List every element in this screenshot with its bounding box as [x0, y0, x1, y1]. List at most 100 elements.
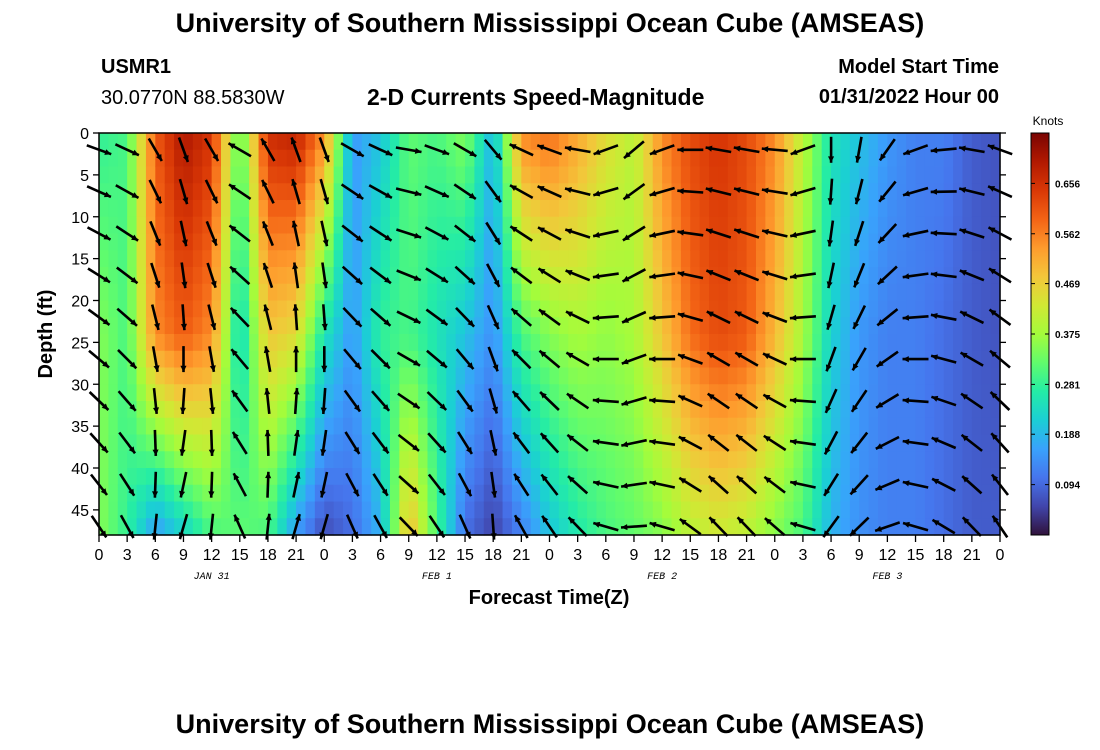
heatmap-cell	[155, 417, 166, 436]
heatmap-cell	[371, 200, 382, 218]
heatmap-cell	[615, 133, 626, 151]
heatmap-cell	[746, 484, 757, 503]
arrow-head	[495, 152, 502, 160]
heatmap-cell	[361, 384, 372, 402]
heatmap-cell	[202, 317, 213, 335]
current-arrow	[208, 471, 215, 498]
current-arrow	[826, 304, 836, 331]
arrow-head	[790, 521, 798, 528]
heatmap-cell	[680, 417, 691, 436]
heatmap-cell	[436, 133, 447, 151]
heatmap-cell	[230, 233, 241, 251]
arrow-head	[734, 228, 742, 235]
heatmap-cell	[877, 183, 888, 201]
heatmap-cell	[596, 250, 607, 268]
heatmap-cell	[652, 233, 663, 251]
heatmap-cell	[483, 401, 494, 419]
current-arrow	[902, 438, 929, 446]
heatmap-cell	[718, 501, 729, 519]
heatmap-cell	[136, 283, 147, 302]
heatmap-cell	[896, 334, 907, 352]
heatmap-cell	[840, 417, 851, 436]
current-arrow	[649, 397, 676, 404]
heatmap-cell	[455, 267, 466, 285]
current-arrow	[565, 351, 590, 367]
heatmap-cell	[887, 300, 898, 318]
heatmap-cell	[868, 334, 879, 352]
heatmap-cell	[249, 267, 260, 285]
heatmap-cell	[352, 501, 363, 519]
arrow-head	[493, 279, 500, 287]
arrow-head	[233, 473, 240, 481]
arrow-head	[705, 145, 713, 152]
heatmap-cell	[249, 367, 260, 385]
heatmap-cell	[399, 166, 410, 184]
heatmap-cell	[699, 417, 710, 436]
heatmap-cell	[906, 200, 917, 218]
heatmap-cell	[718, 216, 729, 235]
heatmap-cell	[605, 149, 616, 168]
arrow-head	[566, 352, 574, 359]
heatmap-cell	[493, 183, 504, 201]
heatmap-cell	[493, 434, 504, 452]
heatmap-cell	[605, 300, 616, 318]
heatmap-cell	[408, 250, 419, 268]
heatmap-cell	[286, 300, 297, 318]
current-arrow	[853, 262, 866, 288]
heatmap-cell	[831, 484, 842, 503]
heatmap-cell	[343, 417, 354, 436]
heatmap-cell	[737, 468, 748, 486]
heatmap-cell	[624, 216, 635, 235]
arrow-head	[538, 227, 545, 233]
heatmap-cell	[221, 183, 231, 201]
heatmap-cell	[615, 434, 626, 452]
heatmap-cell	[868, 484, 879, 503]
heatmap-cell	[615, 350, 626, 369]
heatmap-cell	[587, 216, 598, 235]
heatmap-cell	[418, 367, 429, 385]
heatmap-cell	[333, 350, 344, 369]
arrow-head	[851, 446, 858, 454]
colorbar-tick-label: 0.281	[1055, 380, 1080, 391]
current-arrow	[902, 521, 929, 532]
heatmap-cell	[267, 250, 278, 268]
heatmap-cell	[727, 401, 738, 419]
heatmap-cell	[662, 300, 673, 318]
heatmap-cell	[643, 367, 654, 385]
heatmap-cell	[324, 233, 335, 251]
heatmap-cell	[906, 367, 917, 385]
heatmap-cell	[709, 468, 720, 486]
current-arrow	[319, 471, 329, 498]
heatmap-cell	[727, 451, 738, 469]
heatmap-cell	[174, 300, 185, 318]
heatmap-cell	[755, 401, 766, 419]
heatmap-cell	[868, 166, 879, 184]
current-arrow	[706, 351, 731, 367]
heatmap-cell	[868, 200, 879, 218]
arrow-head	[649, 314, 656, 321]
heatmap-cell	[652, 501, 663, 519]
heatmap-cell	[924, 200, 935, 218]
heatmap-cell	[812, 200, 823, 218]
heatmap-cell	[746, 283, 757, 302]
heatmap-cell	[502, 401, 513, 419]
arrow-head	[930, 188, 937, 195]
heatmap-cell	[662, 183, 673, 201]
heatmap-cell	[343, 401, 354, 419]
heatmap-cell	[145, 300, 156, 318]
current-arrow	[227, 142, 252, 158]
heatmap-cell	[465, 501, 476, 519]
current-arrow	[852, 305, 867, 330]
heatmap-cell	[737, 149, 748, 168]
arrow-head	[511, 308, 519, 316]
current-arrow	[345, 472, 360, 497]
heatmap-cell	[577, 250, 588, 268]
heatmap-cell	[990, 300, 1001, 318]
arrow-head	[962, 476, 969, 483]
heatmap-cell	[821, 334, 832, 352]
current-arrow	[902, 229, 929, 238]
heatmap-cell	[887, 334, 898, 352]
heatmap-cell	[981, 350, 992, 369]
model-start-label: Model Start Time	[838, 56, 999, 78]
heatmap-cell	[849, 484, 860, 503]
